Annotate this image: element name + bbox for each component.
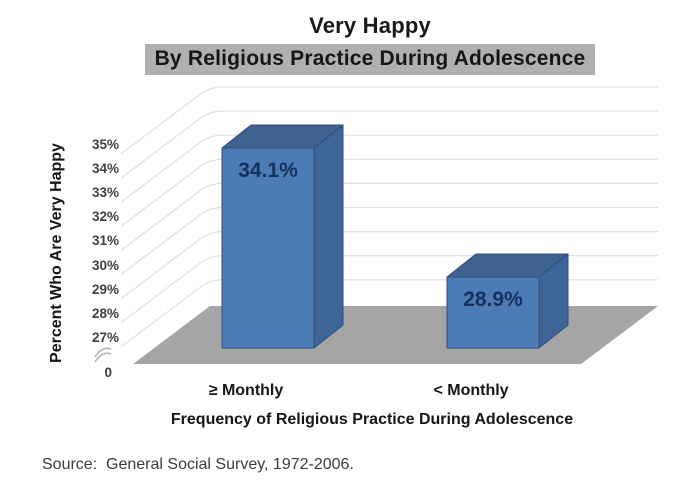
y-tick-label: 34% (91, 161, 119, 177)
y-tick-label: 35% (91, 137, 119, 152)
gridline (120, 182, 658, 251)
gridline (120, 110, 658, 179)
y-tick-label: 30% (91, 257, 119, 273)
y-tick-label: 29% (91, 281, 119, 297)
bar-value-label: 34.1% (238, 159, 298, 182)
gridline (120, 158, 658, 227)
gridline (120, 134, 658, 203)
y-tick-label: 33% (91, 185, 119, 201)
y-tick-label: 27% (91, 329, 119, 345)
bar-value-label: 28.9% (463, 288, 523, 311)
axis-break-icon (94, 347, 112, 358)
source-note: Source: General Social Survey, 1972-2006… (42, 456, 354, 473)
y-tick-label: 28% (91, 305, 119, 321)
chart-subtitle-row: By Religious Practice During Adolescence (68, 44, 672, 75)
gridline (120, 206, 658, 275)
category-label: < Monthly (433, 382, 509, 399)
chart-subtitle: By Religious Practice During Adolescence (144, 44, 596, 75)
chart-title: Very Happy (309, 13, 431, 38)
gridline (120, 231, 658, 300)
floor (133, 306, 658, 364)
bar-front-face (221, 147, 315, 349)
gridline (120, 86, 658, 155)
bar-side-face (313, 124, 344, 349)
y-tick-label: 32% (91, 209, 119, 225)
category-label: ≥ Monthly (208, 382, 284, 399)
bar-front-face (446, 276, 540, 349)
y-axis-zero-label: 0 (104, 365, 112, 380)
axis-break-icon (94, 352, 112, 363)
y-tick-label: 31% (91, 233, 119, 249)
x-axis-title: Frequency of Religious Practice During A… (170, 411, 574, 428)
y-axis-title: Percent Who Are Very Happy (48, 143, 65, 363)
